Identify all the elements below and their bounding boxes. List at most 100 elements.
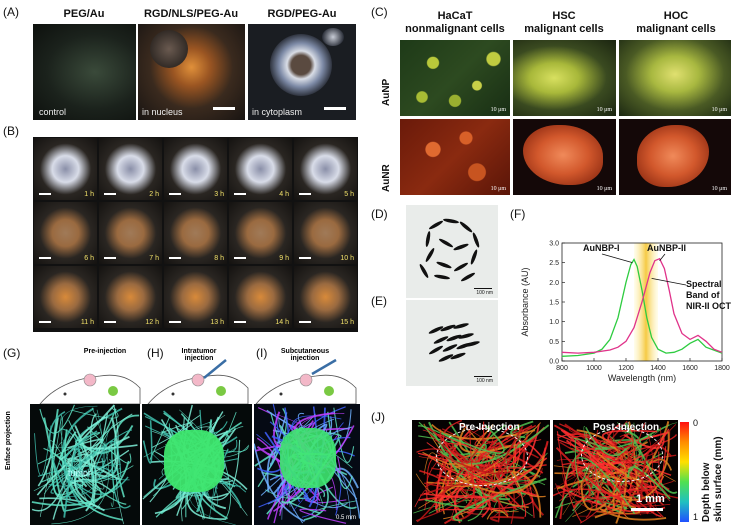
timelapse-frame: 14 h — [229, 266, 292, 328]
bipyramid-particle — [429, 220, 443, 230]
time-label: 12 h — [145, 319, 159, 326]
bipyramid-particle — [472, 232, 480, 248]
timelapse-frame: 4 h — [229, 138, 292, 200]
band-label-line-1: Spectral — [686, 279, 722, 289]
scale-bar — [169, 321, 181, 323]
title-line-1: Intratumor — [181, 348, 217, 355]
bipyramid-particle — [443, 218, 459, 224]
scale-bar — [631, 508, 663, 511]
panel-label-e: (E) — [371, 294, 387, 308]
timelapse-frame: 8 h — [164, 202, 227, 264]
y-tick-label: 1.0 — [549, 319, 559, 326]
tumor-outline — [581, 428, 663, 482]
band-label-line-3: NIR-II OCT — [686, 301, 731, 311]
header-line-2: malignant cells — [636, 23, 716, 35]
panel-a-header-3: RGD/PEG-Au — [267, 8, 337, 20]
bipyramid-particle — [419, 264, 429, 278]
panel-c-aunp-hoc: 10 μm — [619, 40, 731, 116]
time-label: 5 h — [344, 191, 354, 198]
timelapse-frame: 2 h — [99, 138, 162, 200]
series-line-1 — [561, 258, 723, 357]
timelapse-frame: 13 h — [164, 266, 227, 328]
scale-bar — [299, 257, 311, 259]
scale-bar — [39, 257, 51, 259]
bipyramid-particle — [453, 323, 469, 329]
vessel-network — [31, 404, 140, 525]
time-label: 13 h — [210, 319, 224, 326]
tem-particles-e — [428, 323, 480, 362]
depth-colorbar — [680, 422, 689, 522]
scale-bar — [324, 107, 346, 110]
scale-bar — [39, 193, 51, 195]
panel-c-row-label-aunp: AuNP — [381, 78, 392, 106]
bipyramid-particle — [442, 344, 458, 352]
panel-label-c: (C) — [371, 5, 388, 19]
cell-ring — [270, 34, 332, 96]
time-label: 8 h — [214, 255, 224, 262]
bipyramid-particle — [434, 274, 450, 280]
panel-label-f: (F) — [510, 207, 526, 221]
panel-c-aunr-hacat: 10 μm — [400, 119, 510, 195]
bipyramid-particle — [453, 243, 469, 251]
header-line-2: nonmalignant cells — [405, 23, 505, 35]
bipyramid-particle — [439, 238, 453, 248]
title-line-2: injection — [184, 355, 214, 362]
bipyramid-particle — [454, 262, 468, 272]
panel-a-header-2: RGD/NLS/PEG-Au — [143, 8, 239, 20]
colorbar-title-line-2: skin surface (mm) — [713, 436, 724, 522]
header-line-2: malignant cells — [524, 23, 604, 35]
timelapse-frame: 9 h — [229, 202, 292, 264]
y-tick-label: 2.5 — [549, 260, 559, 267]
bipyramid-particle — [436, 261, 452, 269]
x-tick-label: 1800 — [714, 365, 730, 372]
cell-cluster — [523, 125, 603, 185]
header-line-1: HOC — [663, 10, 689, 22]
x-tick-label: 1600 — [682, 365, 698, 372]
panel-c-header-2: HSC malignant cells — [512, 10, 616, 36]
mouse-i — [255, 358, 357, 404]
x-tick-label: 800 — [556, 365, 568, 372]
post-injection-label: Post-Injection — [593, 422, 660, 433]
bipyramid-particle — [464, 341, 480, 347]
colorbar-title-line-1: Depth below — [701, 462, 712, 522]
x-axis-label: Wavelength (nm) — [608, 373, 676, 383]
x-tick-label: 1000 — [586, 365, 602, 372]
scale-bar — [213, 107, 235, 110]
scale-bar — [104, 193, 116, 195]
bipyramid-particle — [433, 336, 449, 344]
panel-label-g: (G) — [3, 346, 21, 360]
panel-j-pre-image: Pre-Injection — [412, 420, 550, 525]
annotation-aunbp-ii: AuNBP-II — [647, 243, 686, 253]
scale-label: 10 μm — [490, 186, 506, 192]
bipyramid-particle — [470, 249, 478, 265]
band-label-line-2: Band of — [686, 290, 720, 300]
panel-label-j: (J) — [371, 410, 385, 424]
time-label: 7 h — [149, 255, 159, 262]
timelapse-frame: 1 h — [34, 138, 97, 200]
scale-label: 10 μm — [711, 186, 727, 192]
bipyramid-particle — [446, 334, 462, 342]
scale-bar — [299, 193, 311, 195]
band-label-arrow — [651, 278, 687, 286]
scale-bar — [234, 257, 246, 259]
scale-label: 100 nm — [476, 290, 493, 296]
scale-bar — [104, 321, 116, 323]
scale-bar — [39, 321, 51, 323]
tumor-outline — [436, 428, 528, 486]
scale-label: 10 μm — [596, 186, 612, 192]
time-label: 1 h — [84, 191, 94, 198]
scale-label: 1 mm — [636, 493, 665, 505]
timelapse-frame: 11 h — [34, 266, 97, 328]
panel-e-tem-image: 100 nm — [406, 300, 498, 386]
scale-bar — [474, 375, 492, 377]
bipyramid-particle — [429, 345, 443, 355]
panel-label-h: (H) — [147, 346, 164, 360]
bipyramid-particle — [461, 272, 475, 282]
scale-bar — [169, 257, 181, 259]
panel-c-row-label-aunr: AuNR — [381, 164, 392, 192]
panel-i-title: Subcutaneous injection — [274, 348, 336, 362]
scale-bar — [234, 321, 246, 323]
timelapse-frame: 15 h — [294, 266, 357, 328]
title-line-1: Subcutaneous — [280, 348, 330, 355]
colorbar-bottom-label: 1 — [693, 512, 699, 522]
